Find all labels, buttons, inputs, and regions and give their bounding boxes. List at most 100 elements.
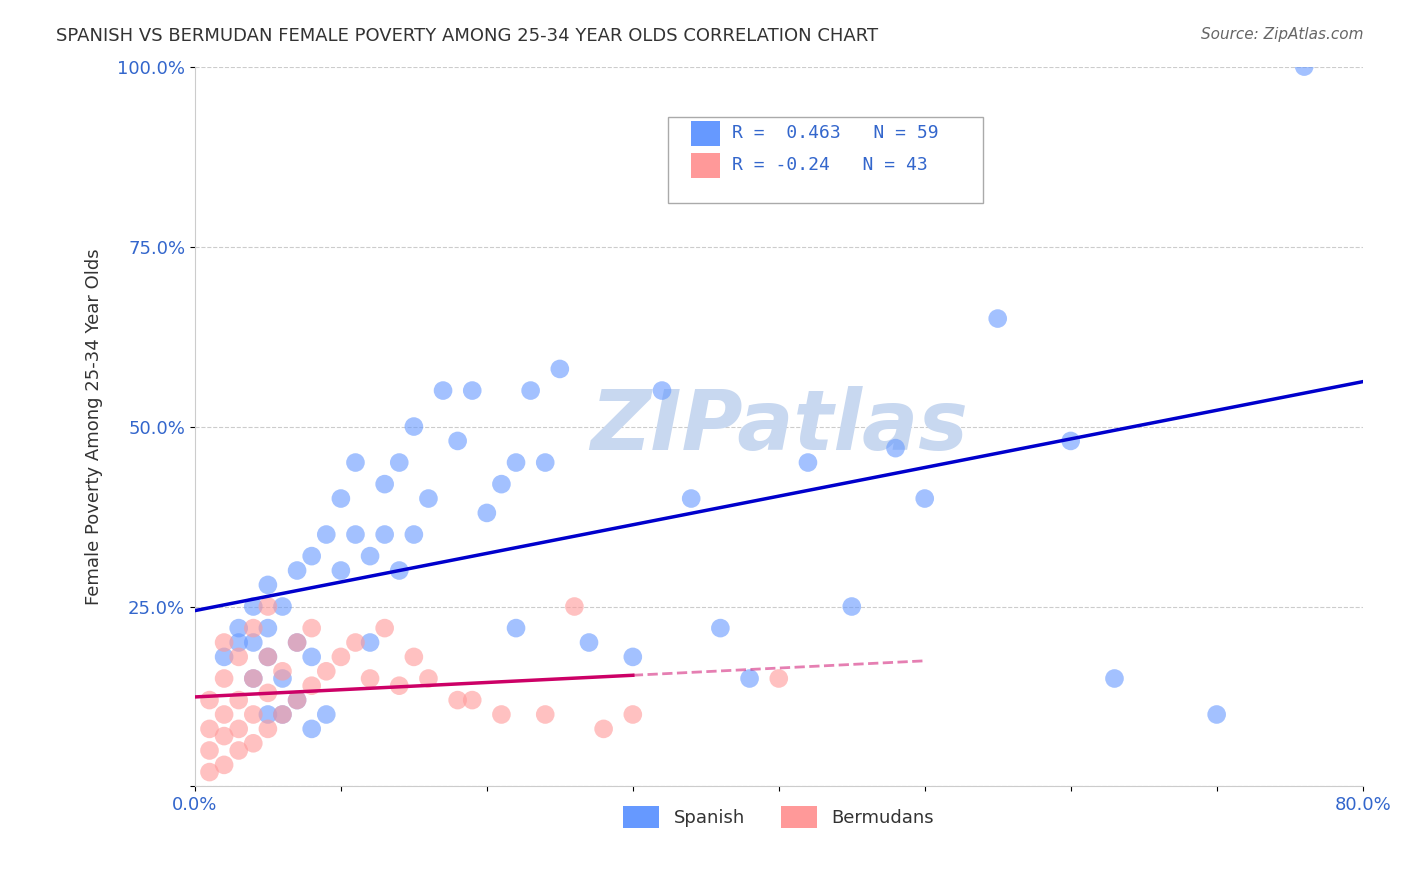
Spanish xyxy=(359,549,381,563)
Spanish xyxy=(228,635,250,649)
Spanish xyxy=(257,621,280,635)
Spanish xyxy=(257,707,280,722)
Bermudans xyxy=(315,665,337,679)
Spanish xyxy=(841,599,863,614)
Bermudans xyxy=(374,621,396,635)
Text: R = -0.24   N = 43: R = -0.24 N = 43 xyxy=(733,156,928,174)
Spanish xyxy=(681,491,703,506)
Spanish xyxy=(884,441,907,455)
Bermudans xyxy=(242,672,264,686)
Bermudans xyxy=(212,757,235,772)
Bermudans xyxy=(198,722,221,736)
Spanish xyxy=(242,599,264,614)
Bermudans xyxy=(388,679,411,693)
Bermudans xyxy=(534,707,557,722)
Bermudans xyxy=(228,722,250,736)
Bermudans xyxy=(228,649,250,664)
Bar xyxy=(692,153,720,178)
Spanish xyxy=(271,599,294,614)
Bermudans xyxy=(212,707,235,722)
Spanish xyxy=(651,384,673,398)
Spanish xyxy=(621,649,644,664)
Spanish xyxy=(548,362,571,376)
Spanish xyxy=(388,564,411,578)
Spanish xyxy=(374,527,396,541)
Spanish xyxy=(418,491,440,506)
Spanish xyxy=(491,477,513,491)
Bermudans xyxy=(285,635,308,649)
Spanish xyxy=(432,384,454,398)
Spanish xyxy=(285,564,308,578)
Bermudans xyxy=(228,693,250,707)
Spanish xyxy=(329,564,352,578)
Bermudans xyxy=(461,693,484,707)
Spanish xyxy=(505,456,527,470)
Spanish xyxy=(242,672,264,686)
Spanish xyxy=(388,456,411,470)
Spanish xyxy=(446,434,468,448)
Text: ZIPatlas: ZIPatlas xyxy=(591,386,967,467)
Bermudans xyxy=(446,693,468,707)
Spanish xyxy=(315,707,337,722)
Bermudans xyxy=(491,707,513,722)
Bermudans xyxy=(242,621,264,635)
Bermudans xyxy=(592,722,614,736)
Spanish xyxy=(301,549,323,563)
Bermudans xyxy=(257,599,280,614)
Spanish xyxy=(271,672,294,686)
Bermudans xyxy=(301,621,323,635)
Spanish xyxy=(315,527,337,541)
Bermudans xyxy=(242,707,264,722)
Spanish xyxy=(301,722,323,736)
Spanish xyxy=(257,649,280,664)
Bar xyxy=(692,120,720,145)
FancyBboxPatch shape xyxy=(668,117,983,203)
Bermudans xyxy=(198,765,221,780)
Bermudans xyxy=(271,707,294,722)
Spanish xyxy=(344,456,367,470)
Spanish xyxy=(359,635,381,649)
Bermudans xyxy=(344,635,367,649)
Legend: Spanish, Bermudans: Spanish, Bermudans xyxy=(616,798,942,835)
Spanish xyxy=(475,506,498,520)
Bermudans xyxy=(212,672,235,686)
Spanish xyxy=(1205,707,1227,722)
Text: SPANISH VS BERMUDAN FEMALE POVERTY AMONG 25-34 YEAR OLDS CORRELATION CHART: SPANISH VS BERMUDAN FEMALE POVERTY AMONG… xyxy=(56,27,879,45)
Bermudans xyxy=(212,635,235,649)
Bermudans xyxy=(418,672,440,686)
Spanish xyxy=(709,621,731,635)
Spanish xyxy=(344,527,367,541)
Spanish xyxy=(228,621,250,635)
Spanish xyxy=(797,456,820,470)
Spanish xyxy=(285,693,308,707)
Spanish xyxy=(301,649,323,664)
Bermudans xyxy=(257,649,280,664)
Spanish xyxy=(738,672,761,686)
Spanish xyxy=(534,456,557,470)
Bermudans xyxy=(271,665,294,679)
Spanish xyxy=(519,384,541,398)
Bermudans xyxy=(564,599,586,614)
Spanish xyxy=(285,635,308,649)
Spanish xyxy=(374,477,396,491)
Bermudans xyxy=(257,722,280,736)
Spanish xyxy=(1060,434,1083,448)
Spanish xyxy=(461,384,484,398)
Bermudans xyxy=(257,686,280,700)
Spanish xyxy=(329,491,352,506)
Bermudans xyxy=(228,743,250,757)
Spanish xyxy=(1104,672,1126,686)
Text: R =  0.463   N = 59: R = 0.463 N = 59 xyxy=(733,124,939,142)
Spanish xyxy=(242,635,264,649)
Spanish xyxy=(914,491,936,506)
Spanish xyxy=(987,311,1010,326)
Spanish xyxy=(578,635,600,649)
Bermudans xyxy=(198,743,221,757)
Spanish xyxy=(402,419,425,434)
Bermudans xyxy=(768,672,790,686)
Bermudans xyxy=(359,672,381,686)
Bermudans xyxy=(285,693,308,707)
Bermudans xyxy=(329,649,352,664)
Spanish xyxy=(402,527,425,541)
Spanish xyxy=(257,578,280,592)
